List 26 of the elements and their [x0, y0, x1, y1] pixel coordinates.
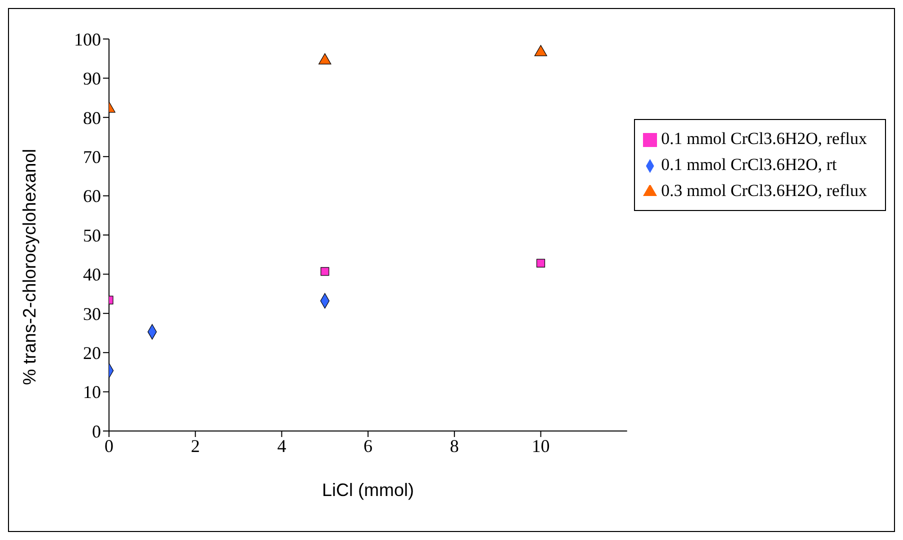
y-tick-label: 20 — [83, 342, 101, 363]
point — [318, 53, 332, 64]
y-tick-label: 50 — [83, 225, 101, 246]
y-tick-label: 40 — [83, 264, 101, 285]
y-axis-title: % trans-2-chlorocyclohexanol — [19, 148, 40, 385]
legend-label: 0.1 mmol CrCl3.6H2O, reflux — [661, 129, 867, 148]
x-tick-label: 4 — [277, 436, 286, 456]
y-tick-label: 100 — [74, 29, 101, 50]
y-tick-label: 60 — [83, 186, 101, 206]
y-tick-label: 0 — [92, 421, 101, 442]
legend-label: 0.1 mmol CrCl3.6H2O, rt — [661, 155, 837, 174]
point — [534, 45, 548, 56]
y-tick-label: 30 — [83, 304, 101, 324]
x-tick-label: 2 — [190, 436, 200, 456]
legend-label: 0.3 mmol CrCl3.6H2O, reflux — [661, 181, 867, 200]
x-tick-label: 8 — [450, 436, 459, 456]
x-tick-label: 0 — [104, 436, 114, 456]
x-tick-label: 10 — [532, 436, 550, 456]
y-tick-label: 80 — [83, 108, 101, 128]
y-tick-label: 70 — [83, 146, 101, 167]
x-tick-label: 6 — [364, 436, 373, 456]
point — [320, 267, 330, 276]
y-tick-label: 90 — [83, 68, 101, 89]
point — [536, 258, 546, 268]
y-tick-label: 10 — [83, 382, 101, 402]
x-axis-title: LiCl (mmol) — [322, 480, 414, 500]
